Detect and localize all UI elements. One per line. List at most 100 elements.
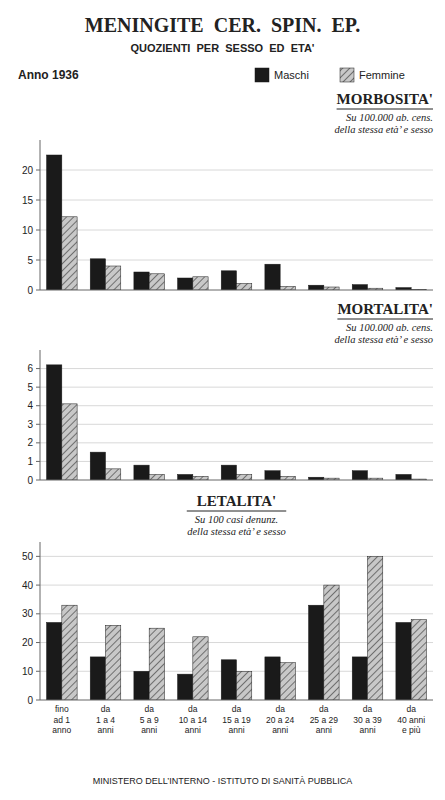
panel: MORTALITA'Su 100.000 ab. cens.della stes… — [27, 301, 433, 486]
subtitle: QUOZIENTI PER SESSO ED ETA' — [131, 42, 315, 54]
y-tick — [36, 290, 40, 291]
bar — [396, 622, 411, 700]
x-axis — [40, 480, 433, 481]
x-tick-label-line: anni — [359, 725, 375, 735]
y-tick-label: 20 — [22, 637, 34, 648]
x-tick-label-line: 20 a 24 — [266, 715, 295, 725]
x-tick-label-line: da — [232, 704, 242, 714]
bar — [149, 628, 164, 700]
x-tick-label-line: 5 a 9 — [140, 715, 159, 725]
y-tick — [36, 585, 40, 586]
grid-line — [40, 442, 433, 443]
y-tick-label: 50 — [22, 551, 34, 562]
grid-line — [40, 170, 433, 171]
annotation: Anno 1936 — [18, 68, 79, 82]
bar — [149, 474, 164, 480]
x-tick-label: da20 a 24anni — [266, 704, 295, 735]
x-tick-label-line: e più — [402, 725, 421, 735]
bars — [47, 556, 427, 700]
bar — [237, 474, 252, 480]
bar — [106, 266, 121, 290]
y-tick — [36, 260, 40, 261]
panel-subtitle: Su 100.000 ab. cens. — [346, 112, 433, 123]
x-tick-label-line: anno — [52, 725, 71, 735]
y-tick — [36, 405, 40, 406]
y-axis — [40, 542, 41, 700]
bar — [149, 274, 164, 290]
legend-entry: Maschi — [274, 69, 309, 81]
x-tick-label-line: 15 a 19 — [222, 715, 251, 725]
bar — [396, 474, 411, 480]
y-tick — [36, 613, 40, 614]
y-tick — [36, 480, 40, 481]
y-tick — [36, 442, 40, 443]
panel-subtitle: Su 100 casi denunz. — [195, 514, 278, 525]
y-axis — [40, 350, 41, 480]
x-tick-label: da30 a 39anni — [353, 704, 382, 735]
bar — [265, 264, 280, 290]
bar — [193, 637, 208, 700]
y-tick-label: 4 — [27, 400, 33, 411]
x-axis — [40, 290, 433, 291]
title-underline — [337, 109, 433, 110]
grid-line — [40, 405, 433, 406]
x-tick-label-line: anni — [316, 725, 332, 735]
bar — [90, 657, 105, 700]
y-tick-label: 1 — [27, 456, 33, 467]
bar — [265, 471, 280, 480]
grid-line — [40, 424, 433, 425]
y-tick-label: 0 — [27, 475, 33, 486]
bar — [106, 625, 121, 700]
bar — [352, 471, 367, 480]
footer: MINISTERO DELL’INTERNO - ISTITUTO DI SAN… — [93, 776, 352, 786]
x-tick-label: da1 a 4anni — [96, 704, 115, 735]
grid-line — [40, 387, 433, 388]
x-tick-label-line: 1 a 4 — [96, 715, 115, 725]
bar — [178, 674, 193, 700]
x-tick-label-line: anni — [272, 725, 288, 735]
title-underline — [187, 511, 286, 512]
x-tick-label: finoad 1anno — [52, 704, 71, 735]
y-tick-label: 30 — [22, 608, 34, 619]
legend-swatch — [340, 68, 354, 82]
bar — [47, 155, 62, 290]
y-tick-label: 15 — [22, 195, 34, 206]
legend: Maschi Femmine — [255, 68, 405, 82]
legend-entry: Femmine — [359, 69, 405, 81]
bar — [62, 404, 77, 480]
x-tick-label-line: fino — [55, 704, 69, 714]
bar — [47, 622, 62, 700]
y-tick-label: 40 — [22, 580, 34, 591]
y-tick-label: 3 — [27, 419, 33, 430]
y-tick — [36, 424, 40, 425]
x-tick-label-line: anni — [97, 725, 113, 735]
bar — [309, 285, 324, 290]
x-tick-label: da15 a 19anni — [222, 704, 251, 735]
bar — [221, 660, 236, 700]
x-axis — [40, 700, 433, 701]
y-tick — [36, 461, 40, 462]
bar — [280, 286, 295, 290]
bar — [134, 272, 149, 290]
y-tick — [36, 642, 40, 643]
y-tick — [36, 556, 40, 557]
panel-annotation: della stessa età’ e sesso — [334, 334, 433, 345]
x-tick-label-line: da — [188, 704, 198, 714]
x-tick-label-line: ad 1 — [54, 715, 71, 725]
bar — [280, 663, 295, 700]
title-underline — [337, 319, 433, 320]
x-tick-label: da5 a 9anni — [140, 704, 159, 735]
bar — [193, 476, 208, 480]
y-tick — [36, 200, 40, 201]
x-tick-label-line: da — [406, 704, 416, 714]
bar — [411, 620, 426, 700]
panel-subtitle: Su 100.000 ab. cens. — [346, 322, 433, 333]
panel-title: MORBOSITA' — [337, 91, 433, 107]
bar — [368, 556, 383, 700]
bar — [352, 285, 367, 290]
x-tick-label-line: anni — [228, 725, 244, 735]
bar — [193, 277, 208, 290]
bar — [280, 476, 295, 480]
y-tick-label: 6 — [27, 363, 33, 374]
chart: MENINGITE CER. SPIN. EP.QUOZIENTI PER SE… — [0, 0, 445, 800]
